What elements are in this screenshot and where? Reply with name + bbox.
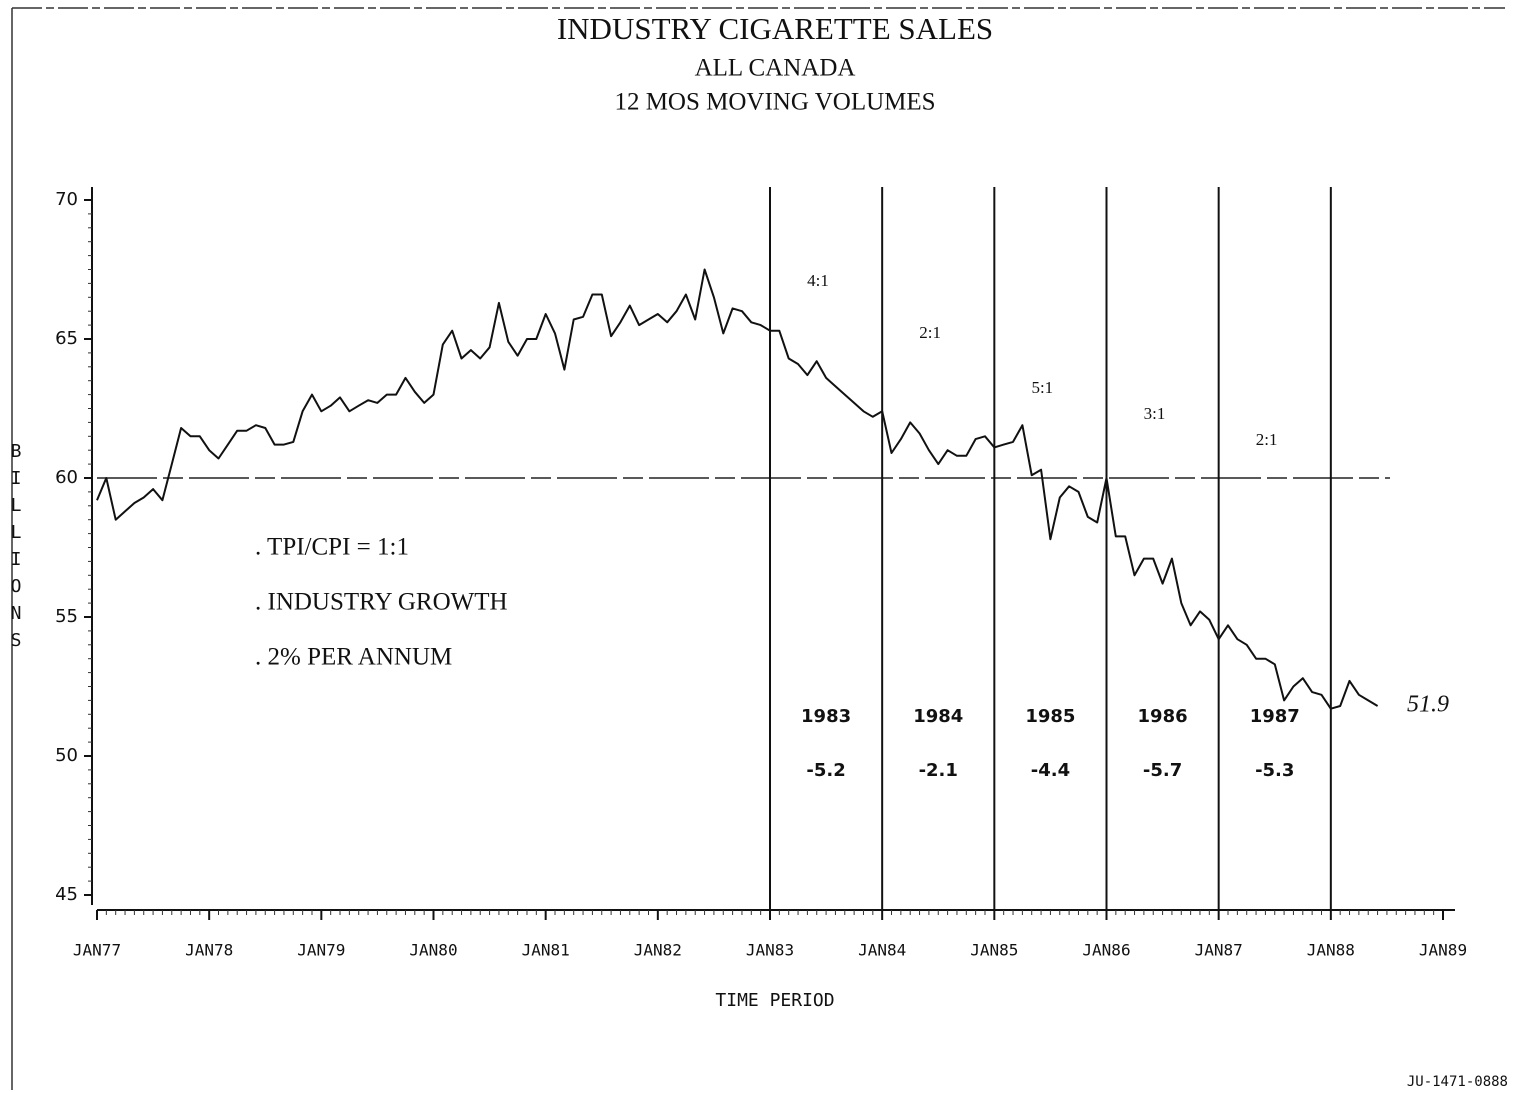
y-tick-label: 70 bbox=[55, 189, 78, 210]
annotation: . TPI/CPI = 1:1 bbox=[255, 534, 409, 561]
y-tick-label: 55 bbox=[55, 606, 78, 627]
period-ratio: 2:1 bbox=[1256, 430, 1278, 449]
period-year: 1986 bbox=[1138, 706, 1188, 727]
x-tick-label: JAN84 bbox=[858, 941, 906, 960]
y-axis-label: N bbox=[11, 603, 22, 624]
period-ratio: 5:1 bbox=[1031, 378, 1053, 397]
x-tick-label: JAN88 bbox=[1307, 941, 1355, 960]
period-change: -5.2 bbox=[806, 760, 845, 781]
chart-title: INDUSTRY CIGARETTE SALES bbox=[557, 11, 993, 46]
period-change: -5.3 bbox=[1255, 760, 1294, 781]
end-label: 51.9 bbox=[1407, 692, 1449, 718]
y-axis-label: O bbox=[11, 576, 22, 597]
period-year: 1984 bbox=[913, 706, 963, 727]
period-ratio: 2:1 bbox=[919, 323, 941, 342]
chart-subtitle: 12 MOS MOVING VOLUMES bbox=[614, 89, 935, 116]
footer: JU-1471-0888 bbox=[1407, 1074, 1508, 1090]
y-tick-label: 65 bbox=[55, 328, 78, 349]
y-axis-label: B bbox=[11, 441, 22, 462]
annotation: . INDUSTRY GROWTH bbox=[255, 589, 508, 616]
y-tick-label: 60 bbox=[55, 467, 78, 488]
period-change: -2.1 bbox=[919, 760, 958, 781]
chart-subtitle: ALL CANADA bbox=[695, 55, 856, 82]
y-axis-label: L bbox=[11, 522, 22, 543]
x-tick-label: JAN89 bbox=[1419, 941, 1467, 960]
y-tick-label: 45 bbox=[55, 884, 78, 905]
x-tick-label: JAN77 bbox=[73, 941, 121, 960]
y-tick-label: 50 bbox=[55, 745, 78, 766]
x-tick-label: JAN82 bbox=[634, 941, 682, 960]
period-year: 1983 bbox=[801, 706, 851, 727]
y-axis-label: L bbox=[11, 495, 22, 516]
period-ratio: 3:1 bbox=[1144, 404, 1166, 423]
x-tick-label: JAN81 bbox=[522, 941, 570, 960]
y-axis-label: S bbox=[11, 630, 22, 651]
y-axis-label: I bbox=[11, 468, 22, 489]
annotation: . 2% PER ANNUM bbox=[255, 644, 452, 671]
period-year: 1985 bbox=[1025, 706, 1075, 727]
period-year: 1987 bbox=[1250, 706, 1300, 727]
x-tick-label: JAN78 bbox=[185, 941, 233, 960]
x-tick-label: JAN83 bbox=[746, 941, 794, 960]
period-change: -4.4 bbox=[1031, 760, 1070, 781]
x-tick-label: JAN86 bbox=[1082, 941, 1130, 960]
period-change: -5.7 bbox=[1143, 760, 1182, 781]
x-axis-label: TIME PERIOD bbox=[715, 990, 834, 1011]
sales-line bbox=[96, 268, 1379, 710]
x-tick-label: JAN79 bbox=[297, 941, 345, 960]
period-ratio: 4:1 bbox=[807, 271, 829, 290]
x-tick-label: JAN80 bbox=[409, 941, 457, 960]
x-tick-label: JAN87 bbox=[1195, 941, 1243, 960]
x-tick-label: JAN85 bbox=[970, 941, 1018, 960]
y-axis-label: I bbox=[11, 549, 22, 570]
